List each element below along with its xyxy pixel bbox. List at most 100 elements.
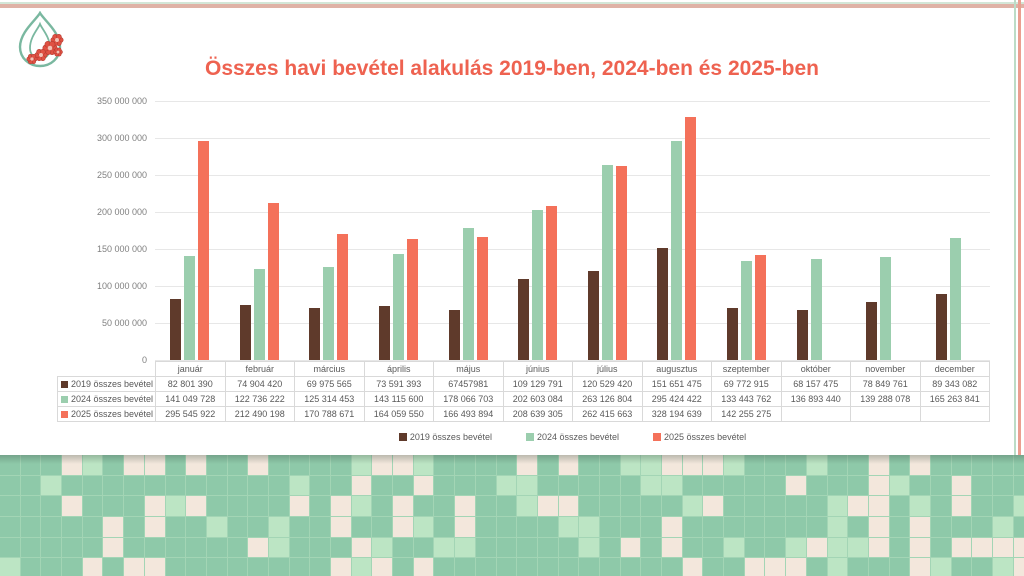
mosaic-tile [124,455,144,475]
mosaic-tile [165,475,186,496]
mosaic-tile [310,558,330,576]
mosaic-tile [124,558,144,576]
mosaic-tile [517,455,537,475]
mosaic-tile [662,475,682,496]
mosaic-tile [496,558,517,576]
mosaic-tile [889,537,910,558]
table-cell: 120 529 420 [572,376,643,392]
mosaic-tile [868,475,889,496]
table-cell: 295 545 922 [155,406,226,422]
bar [184,255,196,360]
mosaic-tile [475,455,496,475]
mosaic-tile [662,517,682,537]
mosaic-tile [951,558,972,576]
month-header: június [502,361,573,377]
mosaic-tile [372,475,393,496]
mosaic-tile [248,558,268,576]
mosaic-tile [579,455,599,475]
mosaic-tile [103,455,124,475]
series-row-label: 2024 összes bevétel [57,391,156,407]
mosaic-tile [951,496,972,517]
series-swatch-icon [61,381,68,388]
mosaic-tile [289,537,310,558]
table-cell: 125 314 453 [294,391,365,407]
mosaic-tile [82,496,103,517]
series-row-label: 2025 összes bevétel [57,406,156,422]
mosaic-tile [579,517,599,537]
table-cell: 139 288 078 [850,391,921,407]
table-row: 2024 összes bevétel 141 049 728 122 736 22… [57,391,990,407]
bar [726,308,738,360]
mosaic-tile [186,517,206,537]
mosaic-tile [144,475,165,496]
mosaic-tile [41,558,62,576]
month-header: július [572,361,643,377]
mosaic-tile [744,537,765,558]
mosaic-tile [641,475,661,496]
mosaic-tile [806,517,827,537]
mosaic-tile [558,455,579,475]
mosaic-tile [868,558,889,576]
mosaic-tile [620,537,641,558]
table-cell: 151 651 475 [641,376,712,392]
mosaic-tile [165,517,186,537]
y-gridline [155,175,990,176]
mosaic-tile [289,517,310,537]
mosaic-tile [20,537,41,558]
mosaic-tile [930,537,951,558]
mosaic-tile [682,558,703,576]
mosaic-tile [868,455,889,475]
mosaic-tile [682,517,703,537]
mosaic-tile [103,537,124,558]
mosaic-tile [537,517,558,537]
mosaic-tile [186,496,206,517]
mosaic-tile [227,558,248,576]
mosaic-tile [0,496,20,517]
mosaic-tile [289,496,310,517]
mosaic-tile [972,455,992,475]
y-axis-tick-label: 150 000 000 [96,244,147,254]
mosaic-tile [103,496,124,517]
bulb-flowers-logo-icon [13,10,67,69]
mosaic-tile [868,496,889,517]
mosaic-tile [765,558,786,576]
mosaic-tile [393,455,413,475]
mosaic-tile [165,455,186,475]
mosaic-tile [599,517,620,537]
mosaic-tile [248,496,268,517]
mosaic-tile [682,475,703,496]
table-row: 2019 összes bevétel 82 801 390 74 904 420 6… [57,376,990,392]
legend-item: 2024 összes bevétel [525,432,619,442]
table-cell: 122 736 222 [224,391,295,407]
mosaic-tile [82,558,103,576]
mosaic-tile [227,517,248,537]
bar [796,309,808,360]
mosaic-tile [537,537,558,558]
mosaic-tile [972,517,992,537]
mosaic-tile [951,537,972,558]
mosaic-tile [268,537,289,558]
mosaic-tile [186,455,206,475]
legend-item: 2019 összes bevétel [398,432,492,442]
mosaic-tile [993,455,1013,475]
mosaic-tile [227,455,248,475]
table-cell: 212 490 198 [224,406,295,422]
mosaic-tile [641,537,661,558]
mosaic-tile [331,558,351,576]
bar [198,141,210,360]
mosaic-tile [599,558,620,576]
mosaic-tile [0,475,20,496]
bar [267,202,279,360]
table-cell: 142 255 275 [711,406,782,422]
mosaic-tile [331,475,351,496]
mosaic-tile [372,558,393,576]
mosaic-tile [517,496,537,517]
mosaic-tile [951,455,972,475]
mosaic-tile [703,455,724,475]
bar [949,237,961,360]
mosaic-tile [703,475,724,496]
mosaic-tile [558,496,579,517]
y-gridline [155,286,990,287]
right-border-pink-line [1018,0,1021,455]
mosaic-tile [496,517,517,537]
